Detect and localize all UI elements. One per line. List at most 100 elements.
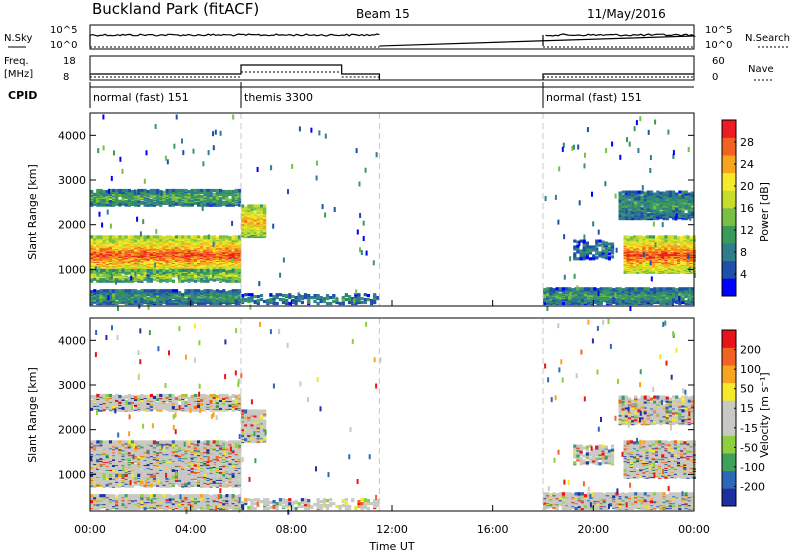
power-cell xyxy=(130,272,135,276)
power-cell xyxy=(303,296,308,300)
power-cell xyxy=(102,197,106,201)
power-cell xyxy=(655,253,659,258)
power-cell xyxy=(187,189,191,194)
power-cell xyxy=(102,250,106,254)
power-cell xyxy=(665,299,669,304)
power-cell xyxy=(624,297,628,301)
power-cell xyxy=(259,210,264,214)
power-cell xyxy=(197,245,201,249)
power-cell xyxy=(643,297,647,301)
power-cell xyxy=(212,196,216,200)
power-cell xyxy=(228,298,232,302)
power-cell xyxy=(623,260,627,264)
power-cell xyxy=(689,270,693,274)
power-cell xyxy=(200,194,204,198)
power-cell xyxy=(278,293,282,297)
power-cell xyxy=(672,297,676,301)
power-cell xyxy=(90,252,94,256)
power-cell xyxy=(354,299,358,303)
power-cell xyxy=(130,279,135,283)
power-cell xyxy=(130,268,135,272)
power-cell xyxy=(677,236,681,240)
cpid-label: CPID xyxy=(8,89,37,102)
power-cell xyxy=(583,299,588,304)
power-cell xyxy=(162,197,166,201)
freq-label: Freq. xyxy=(4,56,29,67)
power-cell xyxy=(184,199,188,203)
power-cell xyxy=(253,227,257,231)
power-cell xyxy=(152,289,157,293)
power-cell xyxy=(272,295,276,299)
power-cell xyxy=(197,270,201,274)
power-cell xyxy=(203,188,207,193)
power-cell xyxy=(215,289,219,293)
power-cell xyxy=(174,289,179,293)
power-cell xyxy=(237,276,242,280)
power-cell xyxy=(215,256,219,261)
power-cell xyxy=(146,203,150,207)
power-cell xyxy=(115,300,119,305)
power-cell xyxy=(680,257,684,262)
power-cell xyxy=(675,288,679,292)
power-cell xyxy=(209,199,213,203)
power-cell xyxy=(149,292,153,296)
power-cell xyxy=(303,293,308,297)
power-cell xyxy=(670,270,674,274)
power-cell xyxy=(272,299,276,303)
power-cell xyxy=(577,289,581,293)
power-cell xyxy=(615,290,619,294)
power-cell xyxy=(618,195,622,199)
power-cell xyxy=(115,197,119,201)
power-cell xyxy=(209,273,213,277)
power-cell xyxy=(197,235,201,239)
power-cell xyxy=(325,301,330,306)
power-cell xyxy=(162,201,166,205)
power-cell xyxy=(108,242,113,246)
power-cell xyxy=(247,219,251,223)
power-cell xyxy=(165,258,169,262)
power-cell xyxy=(222,299,226,303)
power-cell xyxy=(225,263,229,267)
power-cell xyxy=(134,194,138,198)
power-cell xyxy=(181,272,185,276)
power-cell xyxy=(259,294,264,298)
power-cell xyxy=(552,299,556,303)
cpid-segment-label: normal (fast) 151 xyxy=(93,91,189,104)
power-cell xyxy=(93,198,97,202)
power-cell xyxy=(247,234,251,239)
power-cell xyxy=(618,211,622,215)
power-cell xyxy=(225,276,229,280)
power-cell xyxy=(631,293,635,297)
power-cell xyxy=(165,200,169,204)
power-cell xyxy=(143,235,147,239)
power-cell xyxy=(285,294,289,298)
power-cell xyxy=(127,298,131,302)
power-cell xyxy=(121,252,125,256)
power-cell xyxy=(203,198,207,202)
power-cell xyxy=(200,279,204,283)
power-cell xyxy=(624,294,628,298)
power-cell xyxy=(200,261,204,265)
power-cell xyxy=(558,301,562,306)
power-cell xyxy=(655,241,659,245)
power-cell xyxy=(187,289,191,293)
power-cell xyxy=(130,235,135,239)
power-cell xyxy=(149,270,153,274)
power-cell xyxy=(237,289,242,293)
power-cell xyxy=(546,287,550,291)
power-cell xyxy=(105,241,109,245)
power-cell xyxy=(678,294,682,298)
power-cell xyxy=(118,274,122,278)
power-cell xyxy=(549,300,553,305)
power-cell xyxy=(366,294,370,298)
power-cell xyxy=(200,299,204,303)
power-cell xyxy=(656,287,660,291)
power-cell xyxy=(244,219,248,223)
power-cell xyxy=(648,264,652,268)
power-cell xyxy=(171,193,175,197)
power-cell xyxy=(137,248,141,252)
power-cell xyxy=(152,235,157,239)
power-cell xyxy=(105,268,109,272)
power-cell xyxy=(168,196,172,200)
power-cell xyxy=(681,287,685,291)
